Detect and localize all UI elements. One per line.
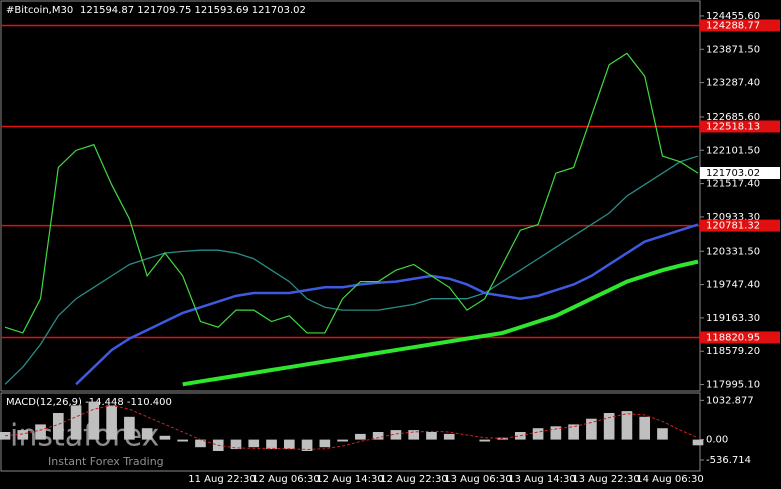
watermark-brand: instaforex: [10, 419, 159, 454]
macd-bar: [248, 439, 260, 448]
x-tick-label: 12 Aug 14:30: [316, 474, 383, 485]
y-tick-label: 122101.50: [706, 145, 760, 156]
y-tick-label: 120331.50: [706, 246, 760, 257]
macd-bar: [657, 428, 668, 440]
y-tick-label: 123287.40: [706, 78, 760, 89]
macd-bar: [35, 424, 46, 440]
macd-bar: [532, 428, 544, 440]
macd-bar: [337, 439, 348, 442]
x-tick-label: 13 Aug 14:30: [508, 474, 575, 485]
macd-bar: [159, 435, 171, 440]
y-tick-label: 123871.50: [706, 44, 760, 55]
level-tag: [700, 219, 780, 232]
x-tick-label: 12 Aug 22:30: [380, 474, 447, 485]
y-tick-label: -536.714: [706, 455, 751, 466]
macd-bar: [586, 418, 597, 440]
macd-bar: [479, 439, 491, 442]
x-tick-label: 14 Aug 06:30: [636, 474, 703, 485]
y-tick-label: 121517.40: [706, 179, 760, 190]
y-tick-label: 124455.60: [706, 11, 760, 22]
watermark-tagline: Instant Forex Trading: [48, 455, 164, 468]
macd-bar: [603, 413, 615, 440]
y-tick-label: 118579.20: [706, 346, 760, 357]
y-tick-label: 1032.877: [706, 395, 754, 406]
macd-bar: [550, 426, 562, 440]
x-tick-label: 12 Aug 06:30: [252, 474, 319, 485]
level-label: 124288.77: [706, 20, 760, 31]
series-line: [4, 155, 699, 385]
macd-bar: [106, 405, 117, 440]
level-tag: [700, 120, 780, 133]
main-frame: [0, 0, 701, 392]
macd-bar: [230, 439, 242, 450]
macd-bar: [177, 439, 189, 442]
x-tick-label: 11 Aug 22:30: [188, 474, 255, 485]
macd-bar: [195, 439, 206, 448]
macd-bar: [141, 428, 153, 440]
price-tag: [700, 167, 780, 180]
series-line: [182, 259, 699, 387]
macd-bar: [52, 413, 64, 440]
macd-bar: [621, 411, 633, 440]
y-tick-label: 119747.40: [706, 280, 760, 291]
macd-bar: [88, 401, 100, 440]
macd-bar: [319, 439, 331, 448]
y-tick-label: 119163.30: [706, 313, 760, 324]
x-tick-label: 13 Aug 06:30: [444, 474, 511, 485]
macd-bar: [266, 439, 277, 450]
level-tag: [700, 331, 780, 344]
macd-bar: [426, 432, 437, 440]
y-tick-label: 117995.10: [706, 380, 760, 391]
macd-bar: [372, 432, 384, 440]
x-tick-label: 13 Aug 22:30: [572, 474, 639, 485]
macd-bar: [568, 424, 579, 440]
level-tag: [700, 19, 780, 32]
y-tick-label: 122685.60: [706, 112, 760, 123]
level-label: 120781.32: [706, 221, 760, 232]
series-line: [4, 404, 699, 450]
macd-bar: [355, 433, 366, 440]
ohlc: 121594.87 121709.75 121593.69 121703.02: [80, 5, 306, 16]
macd-bar: [408, 430, 420, 440]
y-tick-label: 0.00: [706, 435, 728, 446]
macd-bar: [390, 430, 402, 440]
symbol-title: #Bitcoin,M30: [6, 5, 73, 16]
macd-bar: [283, 439, 295, 450]
level-label: 118820.95: [706, 332, 760, 343]
level-label: 122518.13: [706, 121, 760, 132]
price-label: 121703.02: [706, 168, 760, 179]
macd-bar: [301, 439, 313, 451]
macd-bar: [639, 416, 651, 440]
macd-bar: [124, 416, 135, 440]
macd-bar: [70, 405, 82, 440]
series-line: [4, 52, 699, 334]
macd-bar: [443, 433, 455, 440]
y-tick-label: 120933.30: [706, 212, 760, 223]
series-line: [75, 223, 699, 386]
macd-bar: [692, 439, 704, 446]
macd-bar: [17, 430, 29, 440]
